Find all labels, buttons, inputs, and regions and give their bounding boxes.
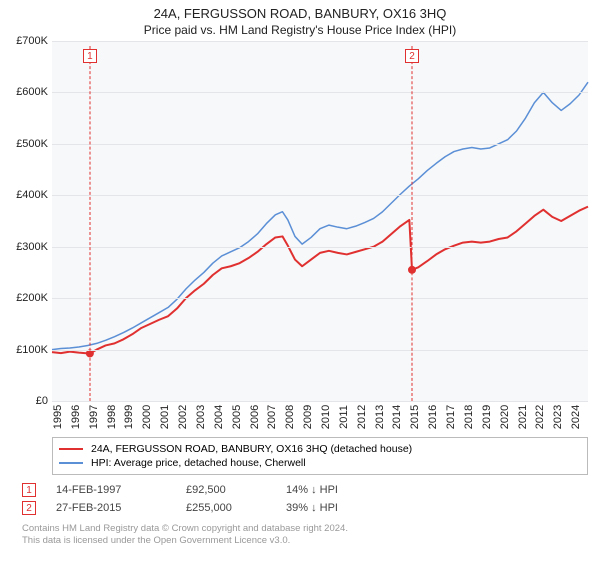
gridline [52,92,588,93]
chart-subtitle: Price paid vs. HM Land Registry's House … [0,23,600,37]
x-tick-label: 2008 [284,405,296,429]
x-tick-label: 1995 [52,405,64,429]
x-tick-label: 2023 [552,405,564,429]
sale-marker-badge: 1 [83,49,97,63]
sale-date: 27-FEB-2015 [56,502,166,514]
sale-marker-line [89,46,90,401]
gridline [52,350,588,351]
sale-delta: 39% ↓ HPI [286,502,376,514]
y-tick-label: £600K [0,86,48,98]
sale-price: £92,500 [186,484,266,496]
x-tick-label: 2011 [338,405,350,429]
x-tick-label: 2007 [266,405,278,429]
gridline [52,401,588,402]
x-tick-label: 2020 [499,405,511,429]
attribution-line: This data is licensed under the Open Gov… [22,535,588,547]
legend-label: 24A, FERGUSSON ROAD, BANBURY, OX16 3HQ (… [91,443,412,455]
gridline [52,195,588,196]
x-tick-label: 2006 [249,405,261,429]
x-tick-label: 1999 [123,405,135,429]
gridline [52,41,588,42]
sales-table: 1 14-FEB-1997 £92,500 14% ↓ HPI 2 27-FEB-2015… [22,481,588,517]
legend-swatch [59,448,83,450]
legend-swatch [59,462,83,464]
legend-item: HPI: Average price, detached house, Cher… [59,456,581,470]
y-tick-label: £100K [0,344,48,356]
x-tick-label: 2013 [374,405,386,429]
x-tick-label: 2003 [195,405,207,429]
attribution-text: Contains HM Land Registry data © Crown c… [22,523,588,548]
x-tick-label: 2001 [159,405,171,429]
attribution-line: Contains HM Land Registry data © Crown c… [22,523,588,535]
x-tick-label: 2005 [231,405,243,429]
x-tick-label: 2012 [356,405,368,429]
y-tick-label: £0 [0,395,48,407]
sale-marker-badge: 2 [405,49,419,63]
sale-row-badge: 2 [22,501,36,515]
legend-label: HPI: Average price, detached house, Cher… [91,457,306,469]
x-tick-label: 2004 [213,405,225,429]
plot-area: £0£100K£200K£300K£400K£500K£600K£700K199… [52,41,588,401]
x-tick-label: 2010 [320,405,332,429]
gridline [52,298,588,299]
sale-row-badge: 1 [22,483,36,497]
sale-marker-line [412,46,413,401]
x-tick-label: 2015 [409,405,421,429]
legend-box: 24A, FERGUSSON ROAD, BANBURY, OX16 3HQ (… [52,437,588,475]
y-tick-label: £300K [0,241,48,253]
x-tick-label: 2024 [570,405,582,429]
x-tick-label: 2002 [177,405,189,429]
x-tick-label: 2018 [463,405,475,429]
y-tick-label: £700K [0,35,48,47]
x-tick-label: 1996 [70,405,82,429]
x-tick-label: 2017 [445,405,457,429]
y-tick-label: £200K [0,292,48,304]
sale-delta: 14% ↓ HPI [286,484,376,496]
chart-container: 24A, FERGUSSON ROAD, BANBURY, OX16 3HQ P… [0,6,600,566]
x-tick-label: 2009 [302,405,314,429]
gridline [52,247,588,248]
x-tick-label: 2022 [534,405,546,429]
chart-title: 24A, FERGUSSON ROAD, BANBURY, OX16 3HQ [0,6,600,21]
sale-row: 1 14-FEB-1997 £92,500 14% ↓ HPI [22,481,588,499]
sale-price: £255,000 [186,502,266,514]
x-tick-label: 2016 [427,405,439,429]
y-tick-label: £500K [0,138,48,150]
gridline [52,144,588,145]
sale-date: 14-FEB-1997 [56,484,166,496]
legend-item: 24A, FERGUSSON ROAD, BANBURY, OX16 3HQ (… [59,442,581,456]
sale-row: 2 27-FEB-2015 £255,000 39% ↓ HPI [22,499,588,517]
x-tick-label: 1998 [106,405,118,429]
series-hpi [52,82,588,349]
line-layer [52,41,588,401]
x-tick-label: 2021 [517,405,529,429]
x-tick-label: 1997 [88,405,100,429]
x-tick-label: 2019 [481,405,493,429]
x-tick-label: 2014 [391,405,403,429]
x-tick-label: 2000 [141,405,153,429]
y-tick-label: £400K [0,189,48,201]
